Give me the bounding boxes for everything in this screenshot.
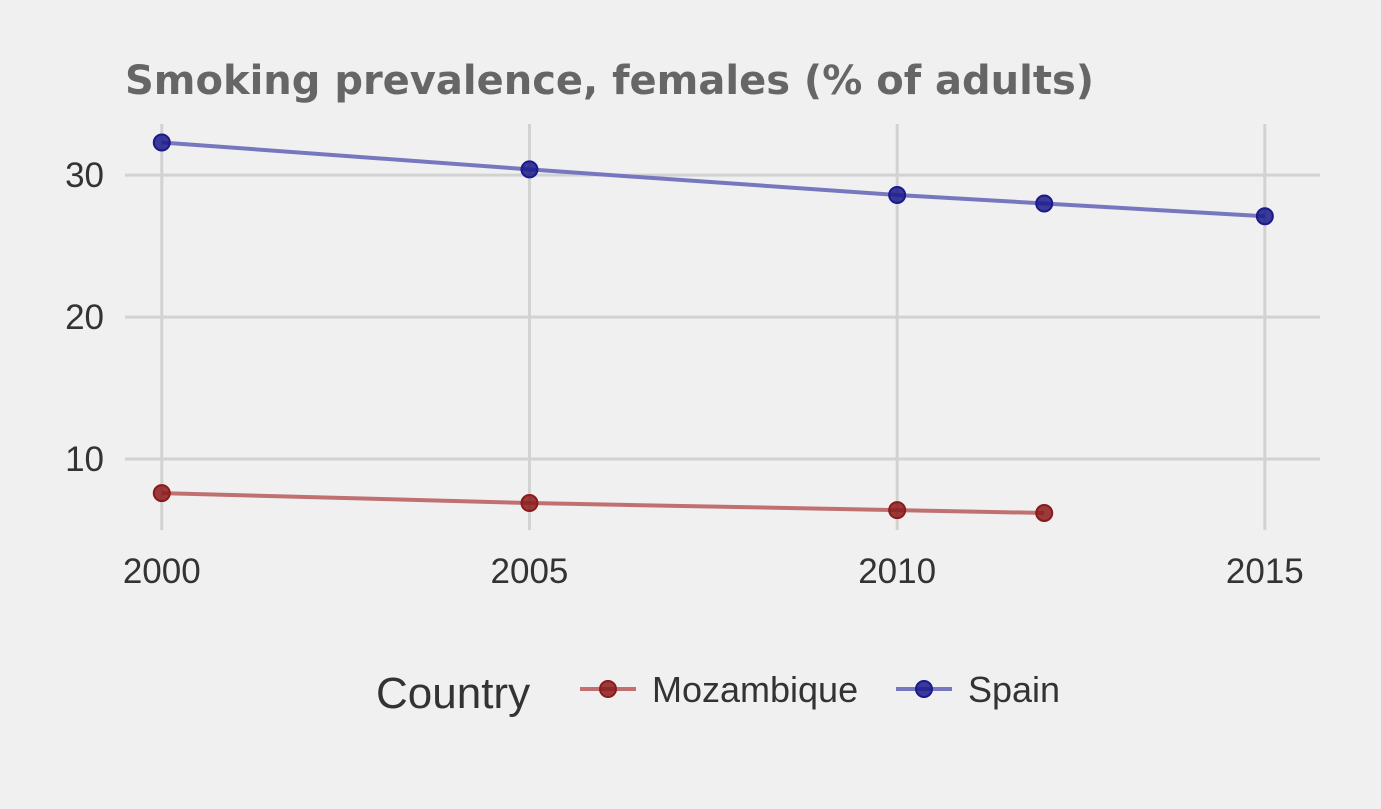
x-tick-label: 2015 [1226,552,1304,591]
data-point [1035,194,1054,213]
chart-title: Smoking prevalence, females (% of adults… [125,58,1094,104]
data-point [888,501,907,520]
series [152,133,1274,522]
x-tick-label: 2010 [858,552,936,591]
series-mozambique [152,484,1054,522]
legend: Country Mozambique Spain [376,669,1060,718]
y-tick-label: 10 [65,440,104,479]
data-point [888,185,907,204]
y-tick-label: 30 [65,156,104,195]
data-point [520,494,539,513]
data-point [1035,503,1054,522]
legend-key-point [915,680,933,698]
x-tick-label: 2000 [123,552,201,591]
legend-title: Country [376,669,530,718]
data-point [152,133,171,152]
x-tick-label: 2005 [491,552,569,591]
axis-tick-labels: 10 20 30 2000 2005 2010 2015 [65,156,1304,591]
series-spain [152,133,1274,226]
legend-label: Spain [968,669,1060,710]
legend-item-spain: Spain [896,669,1060,710]
series-line [161,491,1045,515]
y-tick-label: 20 [65,298,104,337]
data-point [1255,207,1274,226]
data-point [520,160,539,179]
legend-label: Mozambique [652,669,858,710]
legend-key-point [599,680,617,698]
legend-item-mozambique: Mozambique [580,669,858,710]
data-point [152,484,171,503]
series-line [161,140,1265,219]
grid [125,124,1320,530]
